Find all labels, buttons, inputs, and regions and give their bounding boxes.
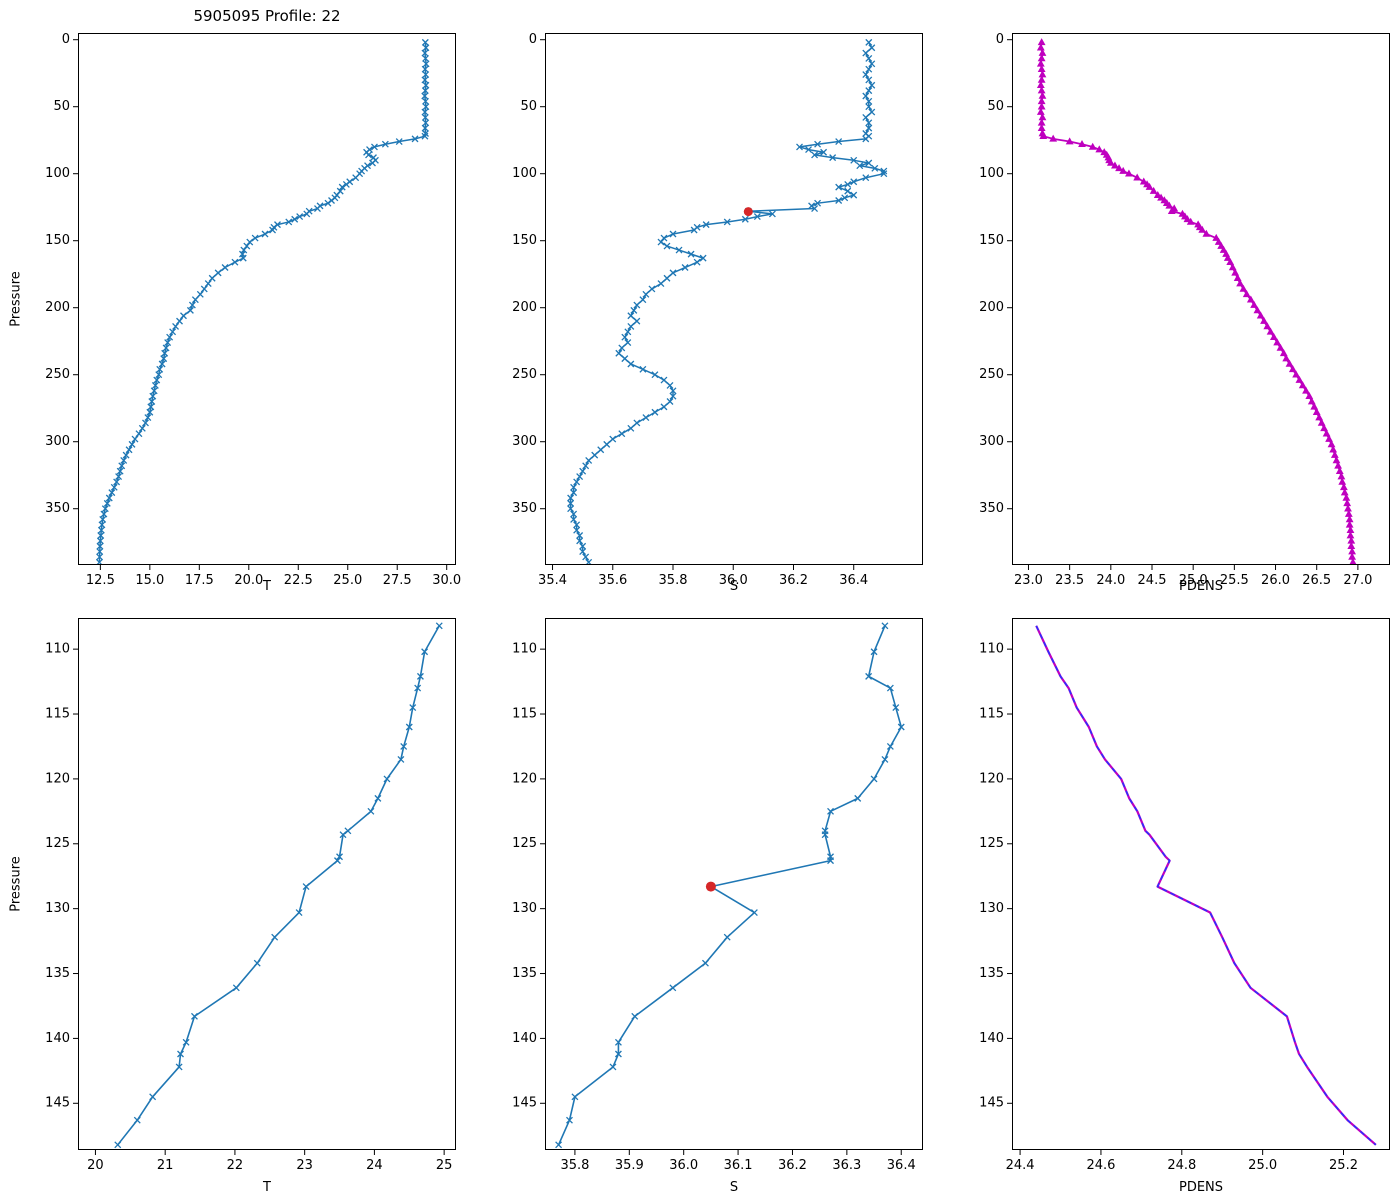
density-zoom-plot [934, 600, 1400, 1200]
salinity-profile-plot [467, 0, 933, 600]
temperature-profile-plot [0, 0, 466, 600]
figure-title: 5905095 Profile: 22 [193, 7, 341, 25]
salinity-zoom-plot [467, 600, 933, 1200]
temperature-zoom-plot [0, 600, 466, 1200]
density-profile-plot [934, 0, 1400, 600]
